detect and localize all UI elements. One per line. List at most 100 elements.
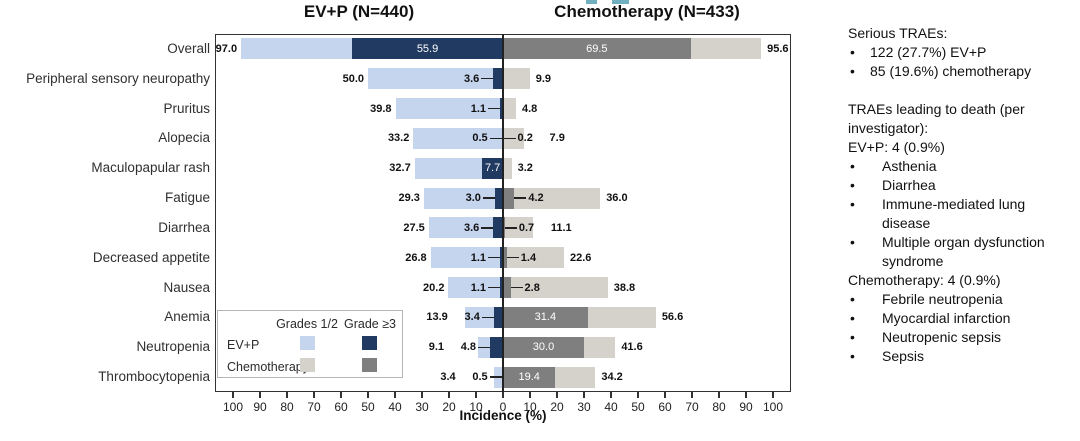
x-tick <box>232 392 234 398</box>
bullet-text: Immune-mediated lung disease <box>882 196 1026 231</box>
x-tick-label: 50 <box>361 400 375 414</box>
bullet-dot: • <box>850 158 855 174</box>
x-tick-label: 70 <box>685 400 699 414</box>
deaths-item: • Diarrhea <box>848 176 1063 195</box>
legend-row-label-chemo: Chemotherapy <box>227 360 309 374</box>
evp-grade3plus-bar <box>493 217 503 239</box>
legend-swatch-chemo-grade3plus <box>362 358 377 372</box>
evp-grade3-label: 3.0 <box>465 192 481 205</box>
chemo-grade3plus-bar <box>503 336 584 358</box>
evp-grade3-label: 4.8 <box>460 341 477 354</box>
evp-grades12-bar <box>395 98 501 120</box>
connector-line <box>488 257 501 259</box>
x-tick <box>394 392 396 398</box>
chemo-total-label: 95.6 <box>767 42 789 55</box>
legend-col-header-grades12: Grades 1/2 <box>276 317 338 331</box>
x-tick <box>448 392 450 398</box>
chemo-total-label: 41.6 <box>621 341 643 354</box>
x-tick-label: 20 <box>442 400 456 414</box>
chemo-total-label: 34.2 <box>601 371 623 384</box>
connector-line <box>503 137 516 140</box>
connector-line <box>504 227 517 229</box>
chemo-grade3plus-bar <box>503 217 505 239</box>
chemo-grade3-label: 31.4 <box>534 311 557 324</box>
chemo-grade3plus-bar <box>503 38 691 60</box>
spacer <box>848 81 1063 100</box>
x-tick <box>583 392 585 398</box>
x-tick <box>286 392 288 398</box>
evp-grade3plus-bar <box>500 247 503 269</box>
deaths-heading: TRAEs leading to death (per investigator… <box>848 101 1025 136</box>
category-label: Decreased appetite <box>92 249 210 265</box>
serious-traes-item: • 85 (19.6%) chemotherapy <box>848 62 1063 81</box>
evp-total-label: 39.8 <box>370 102 392 115</box>
evp-grades12-bar <box>241 38 353 60</box>
category-label: Anemia <box>164 309 210 325</box>
x-tick-label: 90 <box>253 400 267 414</box>
evp-grade3-label: 1.1 <box>470 281 487 294</box>
category-label: Peripheral sensory neuropathy <box>26 70 210 86</box>
legend-col-header-grade3plus: Grade ≥3 <box>343 317 397 331</box>
chemo-grades12-bar <box>503 68 530 90</box>
annotations-panel: Serious TRAEs: • 122 (27.7%) EV+P • 85 (19.6… <box>848 24 1063 366</box>
x-tick-label: 10 <box>523 400 537 414</box>
chemo-total-label: 3.2 <box>517 162 533 175</box>
evp-grade3-label: 3.6 <box>463 221 480 234</box>
evp-grade3plus-bar <box>493 68 503 90</box>
evp-grade3-label: 3.6 <box>463 72 480 85</box>
x-tick-label: 40 <box>388 400 402 414</box>
evp-total-label: 97.0 <box>215 42 238 55</box>
bullet-text: Diarrhea <box>882 177 936 193</box>
x-tick <box>313 392 315 398</box>
x-tick <box>340 392 342 398</box>
bullet-dot: • <box>850 63 855 79</box>
connector-line <box>478 346 491 348</box>
x-tick-label: 50 <box>631 400 645 414</box>
x-tick <box>664 392 666 398</box>
connector-line <box>481 227 494 229</box>
x-tick-label: 80 <box>280 400 294 414</box>
chemo-grade3plus-bar <box>503 277 511 299</box>
chemo-grades12-bar <box>510 277 608 299</box>
evp-total-label: 20.2 <box>423 281 445 294</box>
deaths-item: • Sepsis <box>848 347 1063 366</box>
connector-line <box>482 197 495 199</box>
evp-grade3plus-bar <box>494 187 503 209</box>
x-tick <box>259 392 261 398</box>
x-tick-label: 20 <box>550 400 564 414</box>
evp-grade3plus-bar <box>500 98 503 120</box>
chemo-grade3plus-bar <box>503 366 556 388</box>
deaths-item: • Multiple organ dysfunction syndrome <box>848 233 1063 271</box>
category-label: Maculopapular rash <box>91 160 210 176</box>
bullet-dot: • <box>850 348 855 364</box>
chemo-grade3-label: 30.0 <box>532 341 555 354</box>
bullet-text: Asthenia <box>882 158 937 174</box>
connector-line <box>489 376 502 378</box>
left-column-header: EV+P (N=440) <box>303 2 415 21</box>
chemo-grade3-label: 1.4 <box>520 251 537 264</box>
artifact-mark <box>586 0 597 4</box>
deaths-item: • Neutropenic sepsis <box>848 328 1063 347</box>
chemo-grades12-bar <box>587 306 656 328</box>
connector-line <box>510 286 523 289</box>
chemo-grade3-label: 19.4 <box>518 371 540 384</box>
x-tick-label: 100 <box>762 400 784 414</box>
x-tick-label: 40 <box>604 400 618 414</box>
connector-line <box>514 197 527 199</box>
legend-row-label-evp: EV+P <box>227 338 260 352</box>
evp-total-label: 3.4 <box>440 371 456 384</box>
evp-total-label: 33.2 <box>387 132 410 145</box>
evp-grades12-bar <box>368 68 494 90</box>
chemo-grade3-label: 0.7 <box>518 221 535 234</box>
bullet-dot: • <box>850 310 855 326</box>
category-label: Neutropenia <box>136 339 210 355</box>
evp-total-label: 27.5 <box>403 221 425 234</box>
bullet-text: Myocardial infarction <box>882 310 1011 326</box>
chemo-total-label: 36.0 <box>606 192 628 205</box>
chemo-grades12-bar <box>690 38 762 60</box>
evp-grade3plus-bar <box>493 306 503 328</box>
evp-grades12-bar <box>423 187 495 209</box>
evp-grade3-label: 0.5 <box>472 132 488 145</box>
x-tick-label: 10 <box>469 400 483 414</box>
chemo-grade3-label: 69.5 <box>586 42 608 55</box>
